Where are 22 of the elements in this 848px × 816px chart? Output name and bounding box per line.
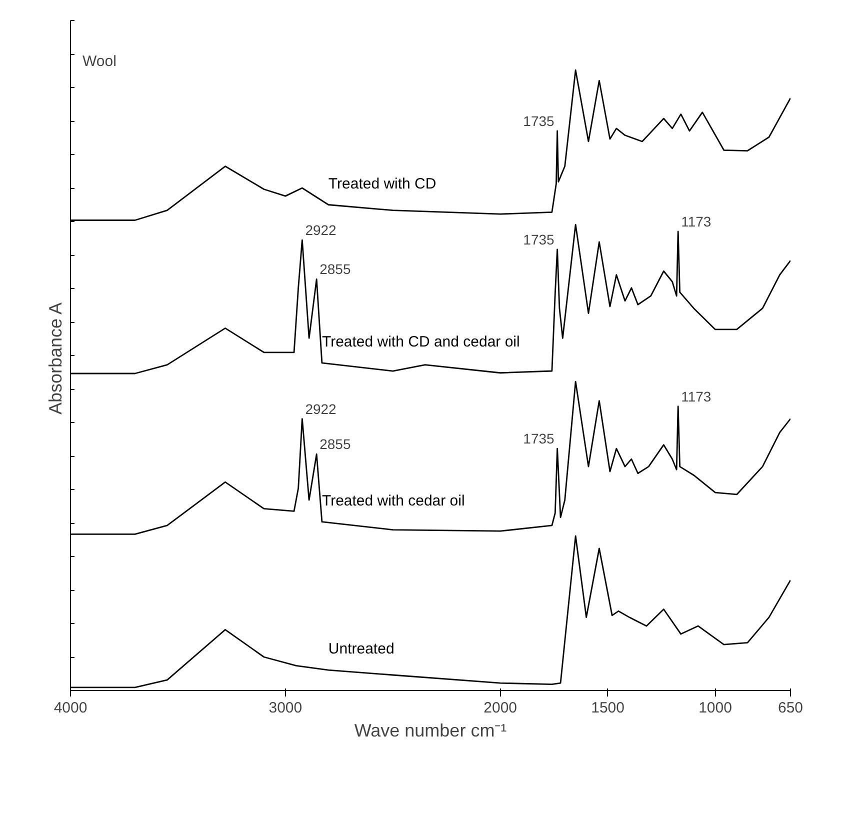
x-axis-title: Wave number cm⁻¹ <box>354 720 507 740</box>
annotation: 1735 <box>523 430 555 447</box>
annotation: 1173 <box>681 388 712 404</box>
chart-title: Wool <box>82 53 116 70</box>
x-tick-label: 2000 <box>484 700 518 716</box>
annotation: 1735 <box>523 231 555 248</box>
x-tick-label: 4000 <box>54 700 88 716</box>
x-tick-label: 1500 <box>591 700 625 716</box>
series-label: Treated with CD <box>328 175 436 192</box>
x-tick-label: 3000 <box>268 700 302 716</box>
annotation: 2855 <box>320 436 351 452</box>
x-tick-label: 1000 <box>698 700 732 716</box>
annotation: 2922 <box>305 222 337 238</box>
x-tick-label: 650 <box>778 700 804 716</box>
annotation: 2855 <box>320 261 351 278</box>
series-label: Untreated <box>328 640 394 658</box>
series-label: Treated with cedar oil <box>322 492 465 510</box>
annotation: 2922 <box>305 400 337 417</box>
annotation: 1735 <box>523 112 555 129</box>
series-label: Treated with CD and cedar oil <box>322 334 520 351</box>
annotation: 1173 <box>681 213 712 230</box>
y-axis-title: Absorbance A <box>46 302 66 415</box>
